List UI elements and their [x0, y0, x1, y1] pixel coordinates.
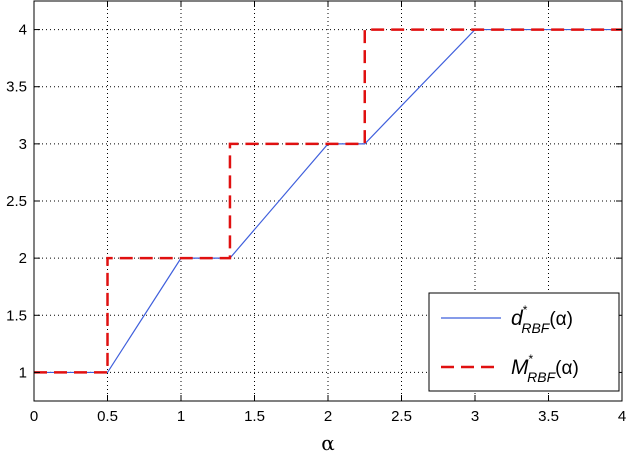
legend-label-sub: RBF: [521, 320, 550, 336]
legend-label-0: d* RBF(α): [511, 303, 573, 336]
x-tick-label: 0.5: [97, 408, 118, 425]
x-tick-label: 0: [30, 408, 38, 425]
legend-label-sup: *: [523, 303, 528, 317]
legend-label-base: d: [511, 307, 524, 330]
legend-label-base: M: [511, 356, 529, 379]
series-line-0: [34, 28, 622, 374]
y-tick-label: 1: [19, 364, 27, 381]
x-tick-label: 1.5: [244, 408, 265, 425]
y-tick-label: 3.5: [6, 79, 27, 96]
x-tick-label: 2.5: [391, 408, 412, 425]
series-layer: [34, 28, 622, 374]
legend-label-arg: (α): [549, 309, 573, 330]
x-tick-label: 4: [618, 408, 626, 425]
series-line-1: [34, 28, 622, 374]
x-tick-label: 3.5: [538, 408, 559, 425]
legend-label-1: M* RBF(α): [511, 352, 579, 385]
y-tick-label: 2.5: [6, 193, 27, 210]
legend-label-sub: RBF: [527, 369, 556, 385]
tick-labels: 0 0.5 1 1.5 2 2.5 3 3.5 4 1 1.5 2 2.5 3 3.5 4: [6, 22, 626, 425]
x-tick-label: 2: [324, 408, 332, 425]
y-tick-label: 3: [19, 136, 27, 153]
y-tick-label: 2: [19, 250, 27, 267]
y-tick-label: 4: [19, 22, 27, 39]
legend: d* RBF(α)M* RBF(α): [428, 292, 620, 392]
x-axis-label: α: [321, 431, 335, 455]
legend-box: [428, 292, 620, 392]
legend-label-sup: *: [529, 352, 534, 366]
legend-label-arg: (α): [555, 358, 579, 379]
grid: [34, 1, 622, 401]
x-tick-label: 3: [471, 408, 479, 425]
y-tick-label: 1.5: [6, 307, 27, 324]
ticks: [33, 1, 623, 401]
x-tick-label: 1: [177, 408, 185, 425]
